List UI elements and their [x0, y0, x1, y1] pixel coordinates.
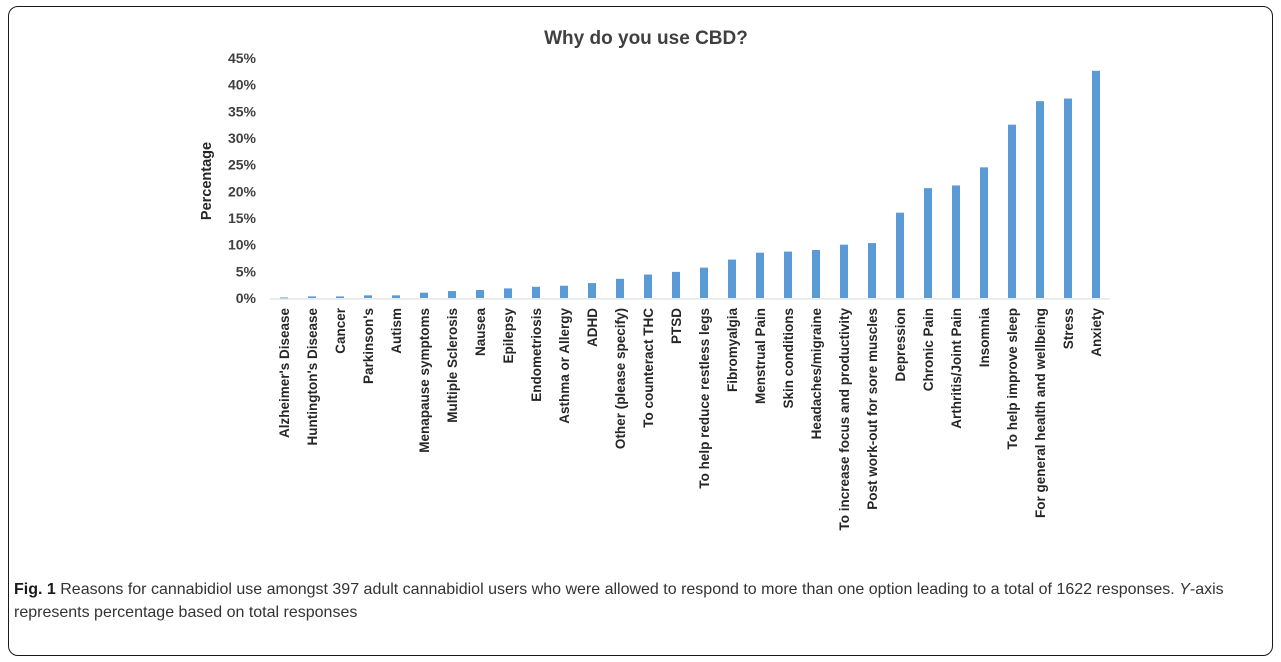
y-tick-label: 30% — [228, 130, 257, 146]
x-tick-label: To help improve sleep — [1005, 308, 1020, 450]
y-axis-label: Percentage — [199, 142, 215, 220]
bar — [560, 285, 568, 298]
bars — [280, 70, 1100, 299]
x-axis-labels: Alzheimer's Disease Huntington's Disease C… — [277, 307, 1104, 530]
x-tick-label: Headaches/migraine — [809, 308, 824, 440]
bar — [1092, 70, 1100, 298]
bar — [1008, 124, 1016, 299]
caption-text-end: -axis represents percentage based on tot… — [14, 581, 1224, 621]
bar — [924, 188, 932, 298]
x-tick-label: For general health and wellbeing — [1033, 308, 1048, 518]
bar — [700, 267, 708, 298]
bar — [364, 295, 372, 298]
bar — [812, 250, 820, 298]
y-tick-label: 0% — [236, 290, 257, 306]
bar — [504, 288, 512, 298]
figure-frame — [8, 6, 1273, 656]
bar — [756, 252, 764, 298]
x-tick-label: Post work-out for sore muscles — [865, 308, 880, 510]
bar — [1064, 98, 1072, 299]
y-tick-label: 20% — [228, 183, 257, 199]
y-tick-label: 40% — [228, 77, 257, 93]
chart-title: Why do you use CBD? — [544, 28, 748, 49]
bar — [588, 283, 596, 298]
x-tick-label: Huntington's Disease — [305, 308, 320, 446]
bar — [644, 274, 652, 298]
x-tick-label: Endometriosis — [529, 308, 544, 402]
x-tick-label: Other (please specify) — [613, 308, 628, 449]
caption-axis-letter: Y — [1179, 581, 1190, 598]
x-tick-label: To counteract THC — [641, 308, 656, 428]
bar-chart: Why do you use CBD? Percentage 0% 5% 10% 15… — [199, 28, 1110, 531]
x-tick-label: Cancer — [333, 307, 348, 354]
x-tick-label: Menapause symptoms — [417, 308, 432, 453]
bar — [784, 251, 792, 298]
x-tick-label: ADHD — [585, 308, 600, 347]
y-tick-label: 45% — [228, 50, 257, 66]
figure-caption: Fig. 1 Reasons for cannabidiol use among… — [14, 578, 1264, 624]
bar — [672, 271, 680, 298]
x-tick-label: Insomnia — [977, 308, 992, 368]
caption-text: Reasons for cannabidiol use amongst 397 … — [60, 581, 1175, 598]
bar — [840, 244, 848, 298]
x-tick-label: Nausea — [473, 308, 488, 357]
bar — [980, 167, 988, 298]
y-tick-label: 10% — [228, 237, 257, 253]
x-tick-label: To increase focus and productivity — [837, 308, 852, 531]
y-tick-label: 5% — [236, 263, 257, 279]
x-tick-label: Skin conditions — [781, 308, 796, 409]
bar — [420, 292, 428, 298]
figure-number: Fig. 1 — [14, 581, 56, 598]
x-tick-label: Menstrual Pain — [753, 308, 768, 404]
bar — [1036, 101, 1044, 298]
y-tick-label: 15% — [228, 210, 257, 226]
x-tick-label: Epilepsy — [501, 308, 516, 364]
x-tick-label: Depression — [893, 308, 908, 382]
bar — [952, 185, 960, 298]
bar — [532, 286, 540, 298]
x-tick-label: Alzheimer's Disease — [277, 308, 292, 439]
bar — [616, 278, 624, 298]
x-tick-label: Stress — [1061, 308, 1076, 349]
y-tick-label: 25% — [228, 157, 257, 173]
bar — [868, 243, 876, 298]
bar — [308, 296, 316, 298]
bar — [280, 297, 288, 299]
x-tick-label: Arthritis/Joint Pain — [949, 308, 964, 429]
x-tick-label: Parkinson's — [361, 308, 376, 384]
x-tick-label: Fibromyalgia — [725, 308, 740, 393]
y-tick-label: 35% — [228, 103, 257, 119]
bar — [336, 296, 344, 298]
x-tick-label: Multiple Sclerosis — [445, 308, 460, 423]
x-tick-label: To help reduce restless legs — [697, 308, 712, 489]
x-tick-label: Autism — [389, 308, 404, 354]
bar — [476, 290, 484, 298]
x-tick-label: PTSD — [669, 308, 684, 344]
x-tick-label: Anxiety — [1089, 308, 1104, 357]
x-tick-label: Chronic Pain — [921, 308, 936, 391]
bar — [728, 259, 736, 298]
bar — [896, 212, 904, 298]
bar — [392, 295, 400, 298]
y-axis-ticks: 0% 5% 10% 15% 20% 25% 30% 35% 40% 45% — [228, 50, 257, 306]
x-tick-label: Asthma or Allergy — [557, 308, 572, 424]
bar — [448, 291, 456, 298]
